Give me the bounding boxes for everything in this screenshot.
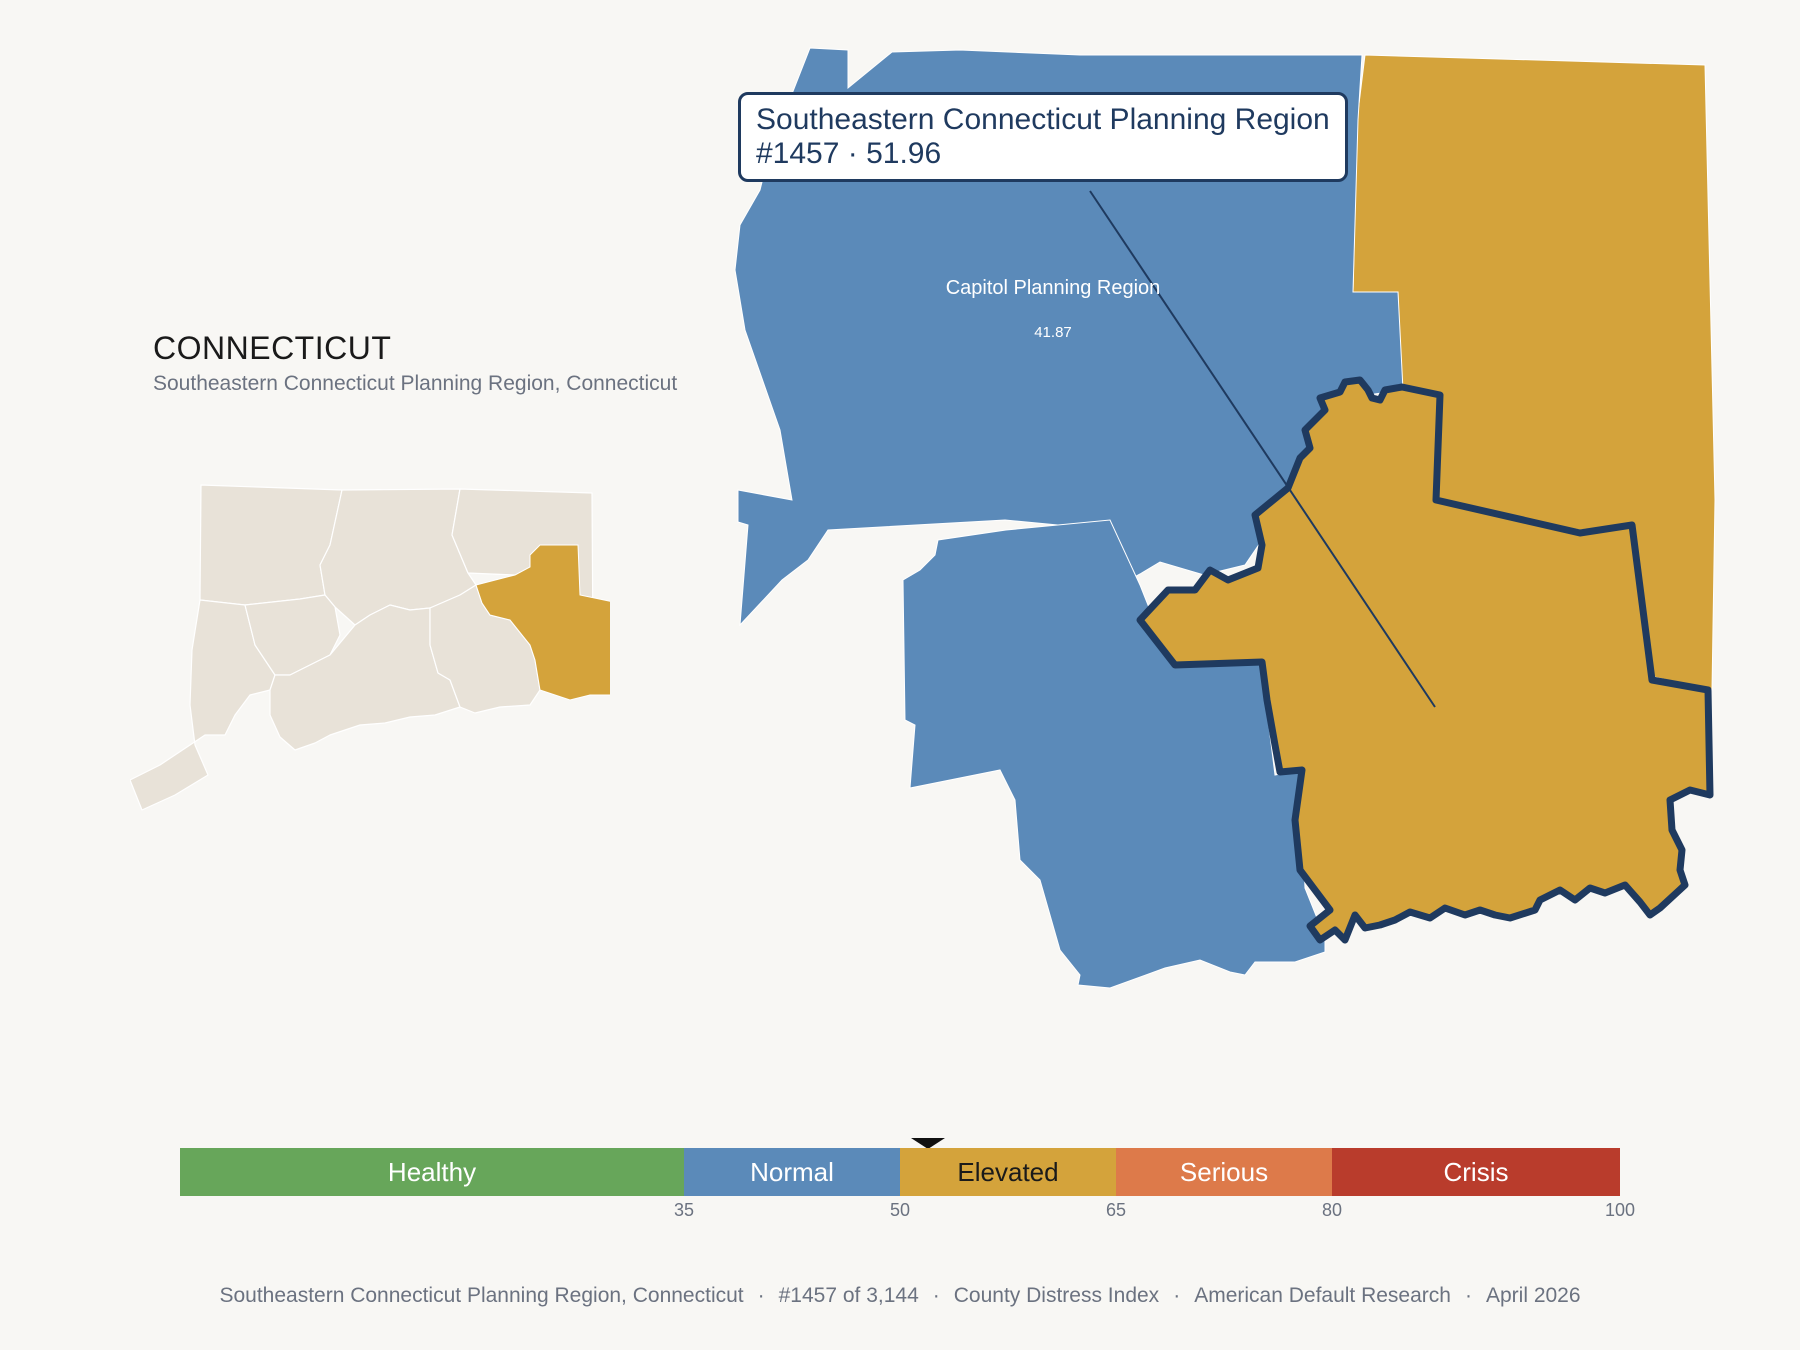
region-value-capitol: 41.87: [1034, 324, 1072, 341]
scale-label-normal: Normal: [750, 1156, 834, 1187]
distress-scale: Healthy Normal Elevated Serious Crisis: [180, 1148, 1620, 1196]
region-label-capitol: Capitol Planning Region: [946, 277, 1161, 299]
region-southeastern-highlight[interactable]: [1136, 376, 1714, 944]
scale-segment-crisis: Crisis: [1332, 1148, 1620, 1196]
inset-region-southeastern-highlight[interactable]: [475, 544, 610, 701]
region-subtitle: Southeastern Connecticut Planning Region…: [153, 372, 678, 395]
scale-tick-50: 50: [889, 1200, 911, 1220]
scale-tick-35: 35: [673, 1200, 695, 1220]
footer-rank: #1457 of 3,144: [778, 1284, 919, 1307]
score-pointer-marker: [911, 1138, 946, 1149]
scale-tick-65: 65: [1105, 1200, 1127, 1220]
scale-label-crisis: Crisis: [1443, 1156, 1509, 1187]
scale-tick-100: 100: [1604, 1200, 1636, 1220]
footer-publisher: American Default Research: [1194, 1284, 1451, 1307]
state-inset-map: [130, 484, 610, 811]
footer-index-name: County Distress Index: [953, 1284, 1160, 1307]
footer-region: Southeastern Connecticut Planning Region…: [219, 1284, 744, 1307]
main-map: Capitol Planning Region 41.87: [734, 47, 1716, 989]
footer-credits: Southeastern Connecticut Planning Region…: [219, 1284, 1581, 1307]
scale-segment-normal: Normal: [684, 1148, 900, 1196]
scale-label-healthy: Healthy: [387, 1156, 477, 1187]
scale-label-serious: Serious: [1179, 1156, 1269, 1187]
scale-tick-80: 80: [1321, 1200, 1343, 1220]
region-capitol[interactable]: [734, 47, 1404, 627]
tooltip-region-name: Southeastern Connecticut Planning Region: [756, 103, 1330, 136]
tooltip-rank-score: #1457 · 51.96: [756, 137, 942, 170]
scale-segment-healthy: Healthy: [180, 1148, 684, 1196]
state-title: CONNECTICUT: [153, 330, 392, 366]
scale-segment-serious: Serious: [1116, 1148, 1332, 1196]
inset-region-northwest[interactable]: [199, 484, 343, 606]
footer-date: April 2026: [1485, 1284, 1581, 1307]
region-tooltip: Southeastern Connecticut Planning Region…: [738, 92, 1348, 182]
scale-segment-elevated: Elevated: [900, 1148, 1116, 1196]
scale-label-elevated: Elevated: [957, 1156, 1059, 1187]
tooltip-leader-line: [1089, 190, 1436, 708]
